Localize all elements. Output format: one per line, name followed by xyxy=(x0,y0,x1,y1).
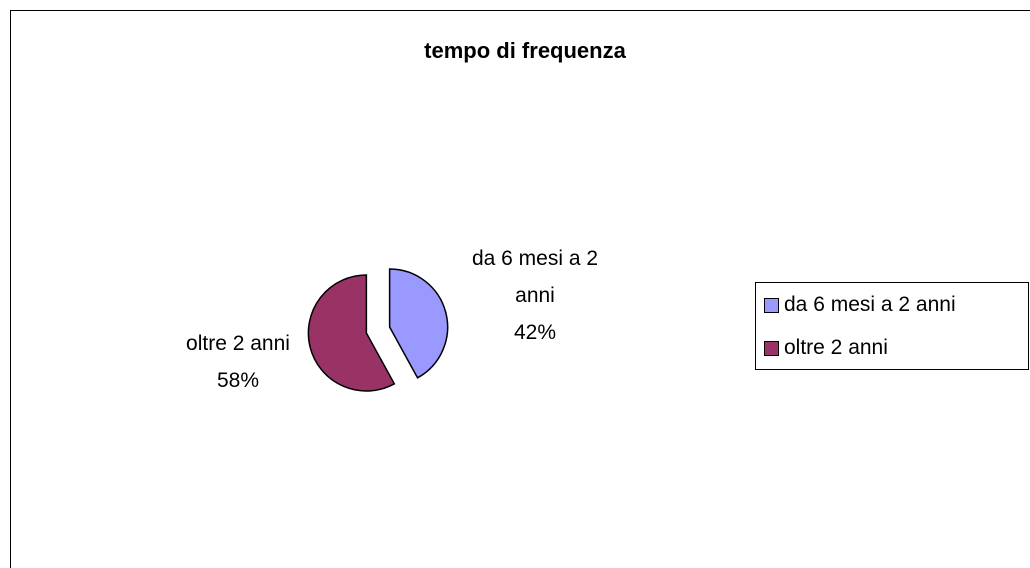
slice-category: da 6 mesi a 2 anni xyxy=(471,247,599,307)
legend-swatch xyxy=(764,297,779,313)
chart-title: tempo di frequenza xyxy=(424,38,626,63)
legend-label: oltre 2 anni xyxy=(784,336,888,359)
slice-label: da 6 mesi a 2 anni 42% xyxy=(450,240,620,351)
legend-item: da 6 mesi a 2 anni xyxy=(764,293,956,317)
pie-slice xyxy=(388,268,449,379)
slice-label: oltre 2 anni 58% xyxy=(153,325,323,399)
chart-frame xyxy=(10,10,1030,568)
legend: da 6 mesi a 2 anni oltre 2 anni xyxy=(755,282,1029,370)
slice-value: 58% xyxy=(216,369,260,392)
slice-value: 42% xyxy=(513,321,557,344)
pie-slice xyxy=(307,274,396,392)
slice-category: oltre 2 anni xyxy=(186,332,290,355)
legend-swatch xyxy=(764,340,779,356)
legend-label: da 6 mesi a 2 anni xyxy=(784,293,956,316)
legend-item: oltre 2 anni xyxy=(764,336,888,360)
